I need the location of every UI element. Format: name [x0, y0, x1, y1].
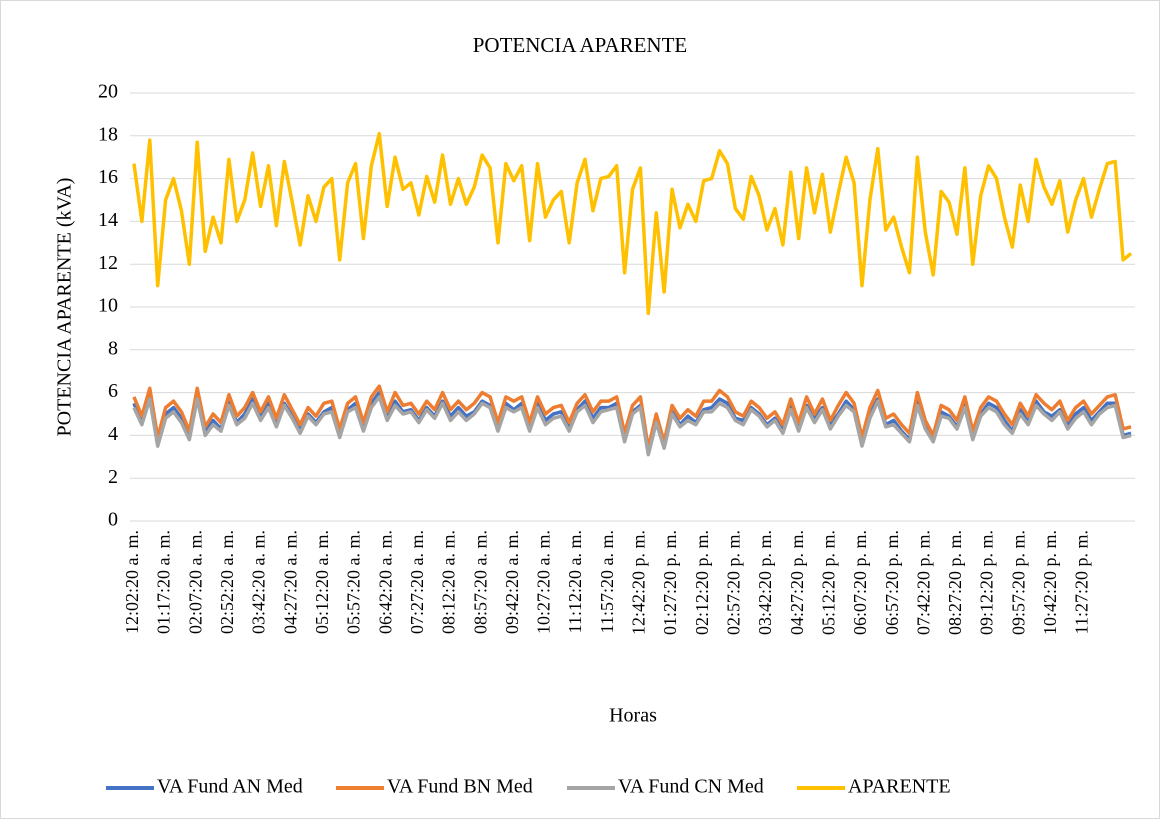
- x-tick-label: 12:42:20 p. m.: [629, 530, 649, 635]
- x-tick-label: 12:02:20 a. m.: [122, 530, 142, 634]
- x-tick-label: 07:27:20 a. m.: [407, 530, 427, 634]
- x-tick-label: 03:42:20 a. m.: [249, 530, 269, 634]
- legend-label: VA Fund CN Med: [618, 776, 764, 798]
- legend-label: VA Fund AN Med: [157, 776, 303, 798]
- y-tick-label: 0: [108, 509, 118, 531]
- x-tick-label: 11:57:20 a. m.: [597, 530, 617, 633]
- x-tick-label: 09:57:20 p. m.: [1008, 530, 1028, 635]
- y-tick-label: 12: [98, 252, 118, 274]
- x-tick-label: 02:12:20 p. m.: [692, 530, 712, 635]
- y-tick-label: 2: [108, 466, 118, 488]
- x-tick-label: 06:57:20 p. m.: [882, 530, 902, 635]
- x-tick-label: 10:42:20 p. m.: [1040, 530, 1060, 635]
- x-tick-label: 07:42:20 p. m.: [913, 530, 933, 635]
- y-tick-label: 8: [108, 337, 118, 359]
- x-tick-label: 02:07:20 a. m.: [185, 530, 205, 634]
- chart-title: POTENCIA APARENTE: [473, 33, 688, 57]
- y-tick-label: 18: [98, 123, 118, 145]
- x-tick-label: 02:52:20 a. m.: [217, 530, 237, 634]
- x-tick-label: 09:12:20 p. m.: [977, 530, 997, 635]
- x-tick-label: 04:27:20 p. m.: [787, 530, 807, 635]
- y-axis-label: POTENCIA APARENTE (kVA): [54, 178, 76, 437]
- x-axis-label: Horas: [609, 705, 657, 727]
- y-tick-label: 6: [108, 380, 118, 402]
- series-line: [132, 131, 1133, 316]
- x-tick-label: 04:27:20 a. m.: [280, 530, 300, 634]
- series-line: [132, 395, 1132, 457]
- legend-label: VA Fund BN Med: [387, 776, 533, 798]
- x-tick-label: 05:57:20 a. m.: [344, 530, 364, 634]
- x-tick-label: 01:27:20 p. m.: [660, 530, 680, 635]
- x-tick-label: 06:07:20 p. m.: [850, 530, 870, 635]
- x-tick-label: 06:42:20 a. m.: [375, 530, 395, 634]
- x-tick-label: 08:57:20 a. m.: [470, 530, 490, 634]
- x-tick-label: 11:12:20 a. m.: [565, 530, 585, 633]
- x-tick-label: 01:17:20 a. m.: [154, 530, 174, 634]
- x-tick-label: 10:27:20 a. m.: [534, 530, 554, 634]
- x-tick-label: 08:27:20 p. m.: [945, 530, 965, 635]
- x-tick-label: 05:12:20 a. m.: [312, 530, 332, 634]
- y-tick-label: 16: [98, 166, 118, 188]
- x-tick-label: 02:57:20 p. m.: [723, 530, 743, 635]
- x-tick-label: 09:42:20 a. m.: [502, 530, 522, 634]
- x-tick-label: 03:42:20 p. m.: [755, 530, 775, 635]
- y-tick-label: 10: [98, 295, 118, 317]
- y-tick-label: 4: [108, 423, 118, 445]
- y-tick-label: 20: [98, 81, 118, 103]
- x-tick-label: 11:27:20 p. m.: [1072, 530, 1092, 634]
- x-tick-label: 05:12:20 p. m.: [818, 530, 838, 635]
- x-tick-label: 08:12:20 a. m.: [439, 530, 459, 634]
- y-tick-label: 14: [98, 209, 118, 231]
- legend-label: APARENTE: [848, 776, 951, 798]
- series-line: [132, 384, 1132, 450]
